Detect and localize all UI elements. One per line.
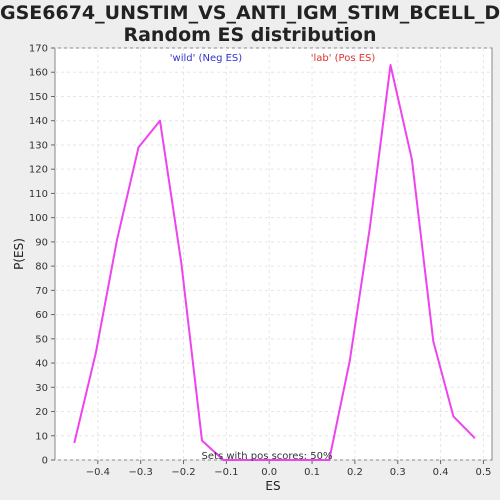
y-tick-label: 160 [29, 68, 48, 79]
y-tick-label: 80 [35, 262, 48, 273]
grid [55, 47, 492, 461]
axes: 0 10 20 30 40 50 60 70 80 90 100 110 120 130 140 150 160… [29, 44, 491, 479]
y-tick-label: 10 [35, 431, 48, 442]
y-tick-label: 50 [35, 334, 48, 345]
x-tick-label: 0.3 [390, 467, 406, 478]
x-tick-label: −0.2 [171, 467, 195, 478]
y-tick-label: 150 [29, 92, 48, 103]
x-axis-label: ES [265, 479, 280, 493]
x-tick-label: −0.3 [129, 467, 153, 478]
y-tick-label: 40 [35, 359, 48, 370]
x-tick-label: −0.4 [86, 467, 110, 478]
series-layer [73, 64, 476, 461]
y-tick-label: 120 [29, 165, 48, 176]
es-series-line [73, 64, 476, 461]
y-tick-label: 170 [29, 44, 48, 55]
y-tick-label: 20 [35, 407, 48, 418]
y-tick-label: 100 [29, 213, 48, 224]
y-tick-label: 130 [29, 140, 48, 151]
chart-title-line-1: GSE6674_UNSTIM_VS_ANTI_IGM_STIM_BCELL_DN… [0, 2, 500, 24]
x-tick-label: 0.1 [304, 467, 320, 478]
x-tick-label: 0.0 [261, 467, 277, 478]
y-tick-label: 90 [35, 237, 48, 248]
pos-es-label: 'lab' (Pos ES) [311, 53, 376, 64]
chart-title-line-2: Random ES distribution [123, 24, 377, 46]
y-tick-label: 70 [35, 286, 48, 297]
plot-area [54, 47, 493, 461]
x-tick-label: 0.2 [347, 467, 363, 478]
pos-scores-label: Sets with pos scores: 50% [202, 451, 333, 462]
y-tick-label: 0 [42, 456, 48, 467]
y-tick-label: 30 [35, 383, 48, 394]
y-axis-label: P(ES) [12, 238, 26, 270]
x-tick-label: 0.5 [475, 467, 491, 478]
y-tick-label: 60 [35, 310, 48, 321]
y-tick-label: 140 [29, 116, 48, 127]
y-tick-label: 110 [29, 189, 48, 200]
x-tick-label: −0.1 [214, 467, 238, 478]
neg-es-label: 'wild' (Neg ES) [170, 53, 242, 64]
x-tick-label: 0.4 [433, 467, 449, 478]
